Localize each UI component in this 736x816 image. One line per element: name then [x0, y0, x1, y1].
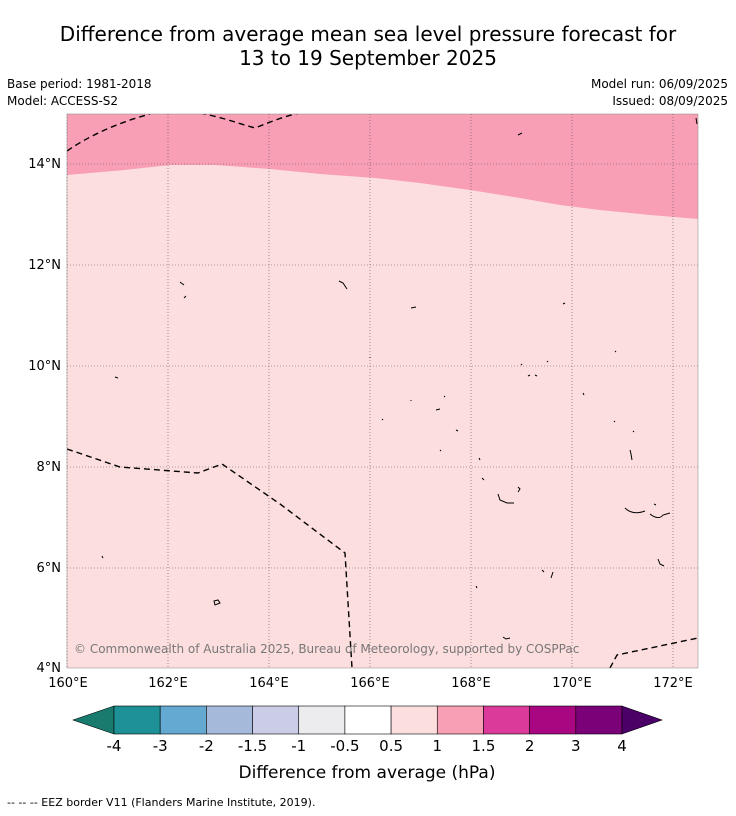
lat-label: 6°N: [37, 561, 62, 576]
model-name: Model: ACCESS-S2: [7, 94, 119, 108]
colorbar-arrow-high: [621, 705, 663, 735]
lat-label: 4°N: [37, 661, 62, 676]
lon-label: 168°E: [451, 676, 491, 691]
pressure-anomaly-fills: [67, 114, 698, 668]
colorbar-swatch: [390, 705, 438, 735]
colorbar-swatch: [483, 705, 530, 735]
lon-label: 170°E: [552, 676, 592, 691]
eez-border-south-east: [609, 637, 698, 668]
issued-date: Issued: 08/09/2025: [612, 94, 728, 108]
colorbar-label: Difference from average (hPa): [239, 763, 496, 783]
lat-label: 8°N: [37, 460, 62, 475]
colorbar-swatch: [206, 705, 253, 735]
colorbar-tick-label: -0.5: [330, 737, 359, 755]
colorbar-tick-label: 4: [617, 737, 627, 755]
eez-legend-note: -- -- -- EEZ border V11 (Flanders Marine…: [7, 796, 316, 809]
lon-label: 160°E: [48, 676, 88, 691]
colorbar-tick-label: 1: [432, 737, 442, 755]
map-figure: © Commonwealth of Australia 2025, Bureau…: [28, 113, 699, 783]
map-title: Difference from average mean sea level p…: [0, 22, 736, 70]
colorbar: -4 -3 -2 -1.5 -1 -0.5 0.5 1 1.5 2 3 4 Difference fr…: [72, 705, 663, 783]
colorbar-swatch: [252, 705, 300, 735]
eez-border-north-central: [201, 114, 299, 129]
colorbar-swatch: [529, 705, 577, 735]
colorbar-arrow-low: [72, 705, 115, 735]
lon-label: 172°E: [653, 676, 693, 691]
islands: [101, 117, 698, 640]
colorbar-tick-label: 1.5: [472, 737, 496, 755]
colorbar-tick-label: 3: [571, 737, 581, 755]
colorbar-swatch: [436, 705, 484, 735]
lat-label: 12°N: [28, 258, 61, 273]
lat-label: 10°N: [28, 359, 61, 374]
colorbar-tick-label: 0.5: [379, 737, 403, 755]
colorbar-swatch: [159, 705, 207, 735]
lon-label: 162°E: [148, 676, 188, 691]
colorbar-tick-label: -3: [153, 737, 168, 755]
colorbar-tick-label: -1: [291, 737, 306, 755]
colorbar-tick-label: 2: [525, 737, 535, 755]
colorbar-tick-label: -1.5: [238, 737, 267, 755]
model-run: Model run: 06/09/2025: [590, 77, 728, 91]
map-frame: [66, 113, 699, 669]
title-line-2: 13 to 19 September 2025: [239, 46, 497, 70]
lon-label: 164°E: [249, 676, 289, 691]
longitude-labels: 160°E 162°E 164°E 166°E 168°E 170°E 172°…: [48, 676, 693, 691]
title-line-1: Difference from average mean sea level p…: [59, 22, 677, 46]
colorbar-swatch: [298, 705, 346, 735]
copyright-text: © Commonwealth of Australia 2025, Bureau…: [74, 642, 579, 656]
colorbar-swatch: [344, 705, 392, 735]
colorbar-swatch: [113, 705, 161, 735]
lon-label: 166°E: [350, 676, 390, 691]
base-period: Base period: 1981-2018: [7, 77, 152, 91]
colorbar-swatches: [72, 705, 663, 735]
colorbar-tick-label: -2: [199, 737, 214, 755]
fill-pink-band: [67, 114, 698, 219]
eez-borders: [67, 114, 698, 668]
colorbar-swatch: [575, 705, 623, 735]
colorbar-ticks: -4 -3 -2 -1.5 -1 -0.5 0.5 1 1.5 2 3 4: [107, 737, 627, 755]
eez-border-north-west: [67, 114, 151, 152]
colorbar-tick-label: -4: [107, 737, 122, 755]
latitude-labels: 14°N 12°N 10°N 8°N 6°N 4°N: [28, 157, 61, 676]
eez-border-marshall-nauru: [67, 448, 353, 668]
lat-label: 14°N: [28, 157, 61, 172]
